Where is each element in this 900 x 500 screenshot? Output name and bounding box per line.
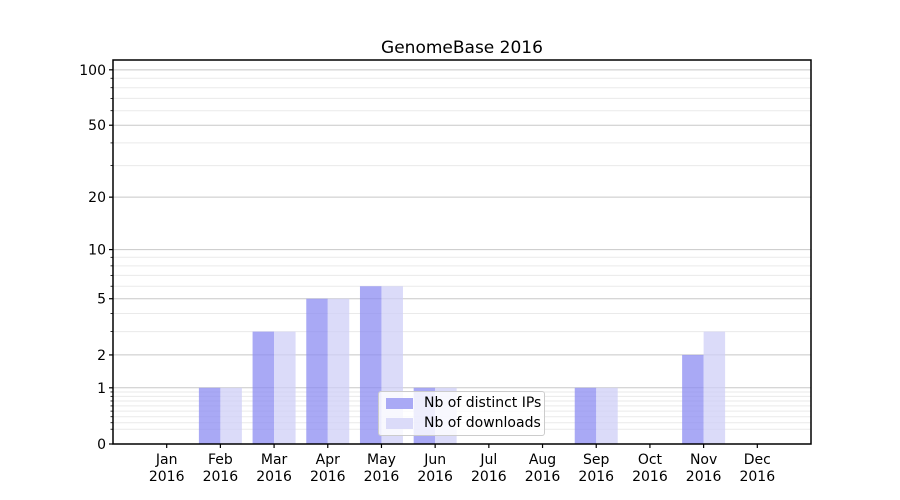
x-tick-label-month: Nov: [690, 452, 717, 468]
x-tick-label-year: 2016: [417, 469, 453, 485]
x-tick-label-month: Aug: [529, 452, 556, 468]
chart-legend: Nb of distinct IPs Nb of downloads: [378, 391, 545, 436]
x-tick-label-year: 2016: [739, 469, 775, 485]
x-tick-label-month: Jun: [423, 452, 446, 468]
legend-item-downloads: Nb of downloads: [386, 415, 541, 432]
x-tick-label-month: Apr: [316, 452, 340, 468]
legend-label-downloads: Nb of downloads: [424, 415, 541, 431]
bar: [327, 298, 350, 444]
bar: [596, 387, 618, 444]
x-tick-label-month: Jul: [479, 452, 497, 468]
bar: [682, 354, 704, 444]
bar: [252, 331, 275, 444]
legend-swatch-downloads: [386, 418, 413, 429]
x-tick-label-month: Feb: [208, 452, 233, 468]
x-tick-label-month: May: [367, 452, 396, 468]
bar: [703, 331, 726, 444]
y-tick-label: 20: [88, 190, 106, 206]
x-tick-label-month: Dec: [744, 452, 771, 468]
bar: [220, 387, 242, 444]
y-tick-label: 1: [97, 381, 106, 397]
legend-item-distinct-ips: Nb of distinct IPs: [386, 395, 541, 412]
y-tick-label: 10: [88, 243, 106, 259]
x-tick-label-year: 2016: [256, 469, 292, 485]
x-tick-label-year: 2016: [203, 469, 239, 485]
x-tick-label-year: 2016: [364, 469, 400, 485]
x-tick-label-year: 2016: [578, 469, 614, 485]
x-tick-label-year: 2016: [525, 469, 561, 485]
x-tick-label-month: Oct: [638, 452, 663, 468]
x-tick-label-month: Sep: [583, 452, 610, 468]
x-tick-label-year: 2016: [310, 469, 346, 485]
legend-label-distinct-ips: Nb of distinct IPs: [424, 395, 542, 411]
y-tick-label: 50: [88, 118, 106, 134]
bar: [359, 286, 382, 444]
bar: [574, 387, 597, 444]
legend-swatch-distinct-ips: [386, 398, 413, 409]
y-tick-label: 5: [97, 292, 106, 308]
y-tick-label: 0: [97, 437, 106, 453]
x-tick-label-year: 2016: [686, 469, 722, 485]
x-tick-label-year: 2016: [632, 469, 668, 485]
x-tick-label-year: 2016: [149, 469, 185, 485]
y-tick-label: 100: [79, 63, 106, 79]
x-tick-label-month: Jan: [155, 452, 178, 468]
x-tick-label-year: 2016: [471, 469, 507, 485]
bar: [274, 331, 296, 444]
bar: [198, 387, 221, 444]
chart-title: GenomeBase 2016: [381, 38, 543, 58]
x-tick-label-month: Mar: [261, 452, 288, 468]
bar: [306, 298, 328, 444]
axes-spines: [112, 59, 812, 445]
y-tick-label: 2: [97, 348, 106, 364]
